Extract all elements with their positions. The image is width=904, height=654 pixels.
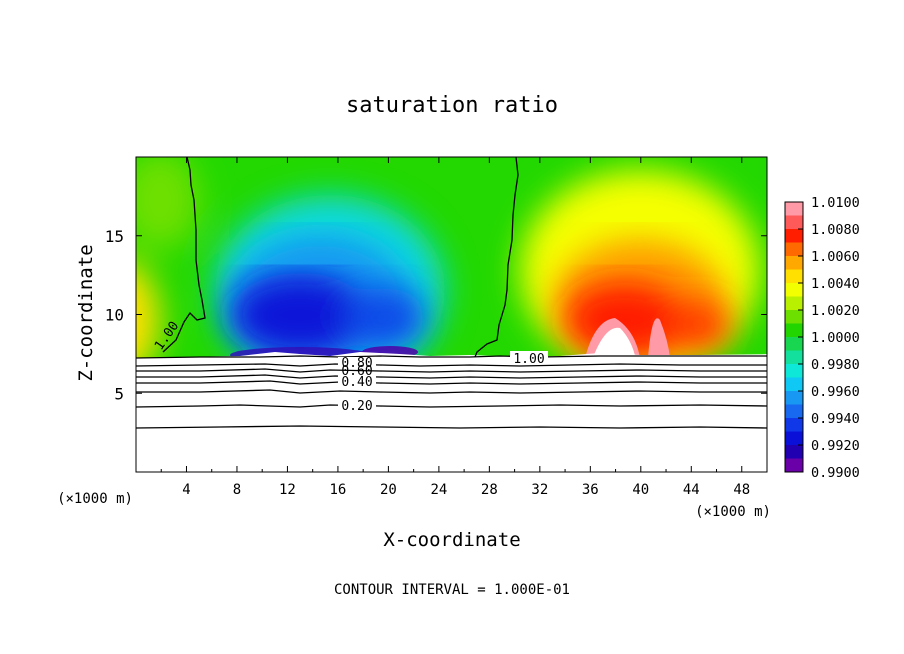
contour-line [136, 374, 767, 379]
contour-line [136, 355, 767, 359]
colorbar-swatch [785, 310, 803, 324]
contour-line [474, 157, 519, 358]
field-yellow-left [136, 265, 160, 375]
x-tick-label: 40 [632, 482, 649, 498]
colorbar-swatch [785, 350, 803, 365]
contour-line [136, 363, 767, 367]
x-tick-label: 44 [683, 482, 700, 498]
contour-line [162, 157, 206, 353]
contour-label-bg [510, 351, 548, 364]
x-tick-label: 36 [582, 482, 599, 498]
x-tick-label: 32 [531, 482, 548, 498]
colorbar-swatch [785, 283, 803, 297]
colorbar-swatch [785, 202, 803, 216]
colorbar-label: 0.9940 [811, 411, 860, 427]
colorbar-swatch [785, 269, 803, 284]
field-red-right-2 [670, 300, 730, 350]
colorbar-label: 0.9960 [811, 384, 860, 400]
y-axis: 5 10 15 [105, 227, 767, 403]
colorbar-label: 1.0040 [811, 276, 860, 292]
contour-label-bg [338, 375, 376, 387]
colorbar-label: 1.0020 [811, 303, 860, 319]
colorbar-label: 0.9980 [811, 357, 860, 373]
contour-line [136, 389, 767, 394]
colorbar: 1.0100 1.0080 1.0060 1.0040 1.0020 1.0000 0.99… [784, 195, 860, 481]
colorbar-swatch [785, 364, 803, 378]
colorbar-label: 1.0080 [811, 222, 860, 238]
x-tick-label: 8 [233, 482, 241, 498]
colorbar-label: 1.0100 [811, 195, 860, 211]
contour-label-bg [338, 357, 376, 369]
x-unit-right: (×1000 m) [695, 504, 771, 520]
chart-title: saturation ratio [346, 93, 558, 118]
x-unit-left: (×1000 m) [57, 491, 133, 507]
x-tick-label: 48 [733, 482, 750, 498]
colorbar-label: 0.9900 [811, 465, 860, 481]
x-tick-label: 20 [380, 482, 397, 498]
colorbar-swatch [785, 404, 803, 419]
y-axis-label: Z-coordinate [75, 244, 97, 381]
x-tick-label: 4 [182, 482, 190, 498]
contour-line [136, 380, 767, 385]
field-green-light [136, 157, 200, 250]
x-tick-label: 28 [481, 482, 498, 498]
color-field [136, 157, 767, 472]
plot-area [136, 157, 767, 472]
contour-line [136, 368, 767, 373]
colorbar-swatch [785, 323, 803, 338]
x-tick-label: 16 [329, 482, 346, 498]
colorbar-swatch [785, 296, 803, 311]
contour-line [136, 404, 767, 408]
contour-label: 1.00 [513, 352, 544, 367]
contour-label: 0.20 [341, 399, 372, 414]
contour-line [136, 425, 767, 429]
colorbar-label: 1.0060 [811, 249, 860, 265]
colorbar-label: 0.9920 [811, 438, 860, 454]
contour-interval-note: CONTOUR INTERVAL = 1.000E-01 [334, 582, 570, 598]
contour-label-bg [338, 398, 376, 411]
colorbar-swatch [785, 242, 803, 257]
field-blue-core-2 [345, 288, 425, 348]
contour-label: 0.40 [341, 375, 372, 390]
colorbar-swatch [785, 377, 803, 392]
x-axis: 4 8 12 16 20 24 28 32 36 40 44 48 [160, 157, 750, 498]
colorbar-label: 1.0000 [811, 330, 860, 346]
x-axis-label: X-coordinate [383, 529, 520, 551]
y-tick-label: 10 [105, 306, 124, 325]
x-tick-label: 24 [430, 482, 447, 498]
colorbar-swatch [785, 337, 803, 351]
colorbar-swatch [785, 445, 803, 459]
colorbar-swatch [785, 418, 803, 432]
colorbar-swatch [785, 256, 803, 270]
colorbar-swatch [785, 431, 803, 446]
colorbar-swatch [785, 458, 803, 473]
contour-label: 0.80 [341, 356, 372, 371]
contour-lines [136, 157, 767, 429]
x-tick-label: 12 [279, 482, 296, 498]
y-tick-label: 5 [114, 384, 124, 403]
field-blue-core [230, 273, 370, 357]
y-tick-label: 15 [105, 227, 124, 246]
colorbar-swatch [785, 215, 803, 230]
colorbar-swatch [785, 391, 803, 405]
colorbar-swatch [785, 229, 803, 243]
field-white-lobes [592, 327, 636, 360]
